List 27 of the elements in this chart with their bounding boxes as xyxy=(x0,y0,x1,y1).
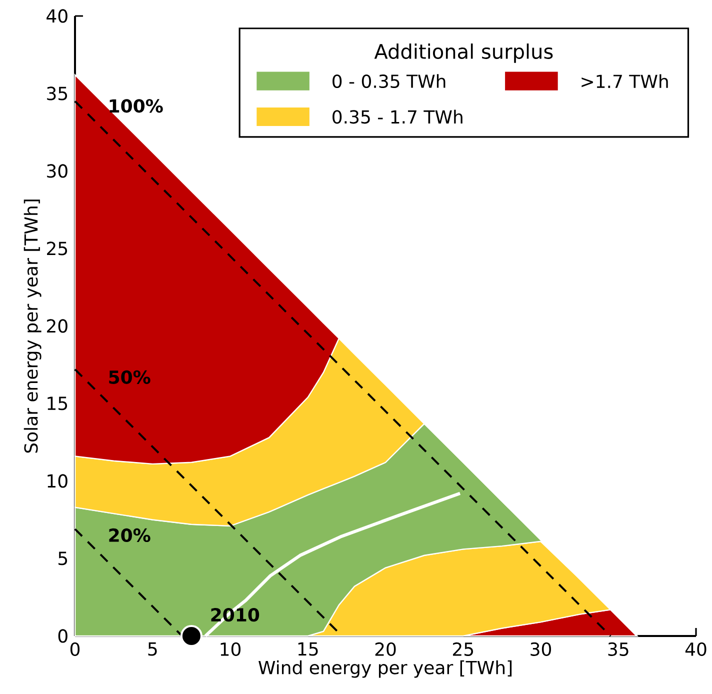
y-tick-label: 35 xyxy=(47,86,68,100)
x-tick-label: 15 xyxy=(298,642,318,656)
annotation: 50% xyxy=(109,370,150,384)
x-tick-label: 5 xyxy=(148,642,157,656)
legend-label: >1.7 TWh xyxy=(582,74,668,88)
y-tick-label: 5 xyxy=(58,552,68,566)
y-tick-label: 40 xyxy=(46,9,68,23)
x-tick-label: 10 xyxy=(220,642,241,656)
y-tick-label: 10 xyxy=(48,474,68,488)
y-tick-label: 20 xyxy=(47,319,68,333)
legend-title: Additional surplus xyxy=(374,43,553,63)
y-tick-label: 30 xyxy=(47,164,68,178)
y-tick-label: 25 xyxy=(47,242,68,256)
x-tick-label: 40 xyxy=(685,642,706,656)
y-tick-label: 0 xyxy=(58,629,68,643)
y-axis-title: Solar energy per year [TWh] xyxy=(24,200,42,453)
x-tick-label: 25 xyxy=(452,642,474,656)
legend-label: 0.35 - 1.7 TWh xyxy=(332,110,462,124)
annotation: 100% xyxy=(110,99,163,113)
y-tick-label: 15 xyxy=(48,396,68,410)
x-axis-title: Wind energy per year [TWh] xyxy=(258,660,512,678)
annotation: 20% xyxy=(109,528,150,542)
x-tick-label: 35 xyxy=(608,642,628,656)
x-tick-label: 20 xyxy=(375,642,396,656)
legend-label: 0 - 0.35 TWh xyxy=(332,74,446,88)
x-tick-label: 0 xyxy=(70,642,80,656)
x-tick-label: 30 xyxy=(530,642,552,656)
